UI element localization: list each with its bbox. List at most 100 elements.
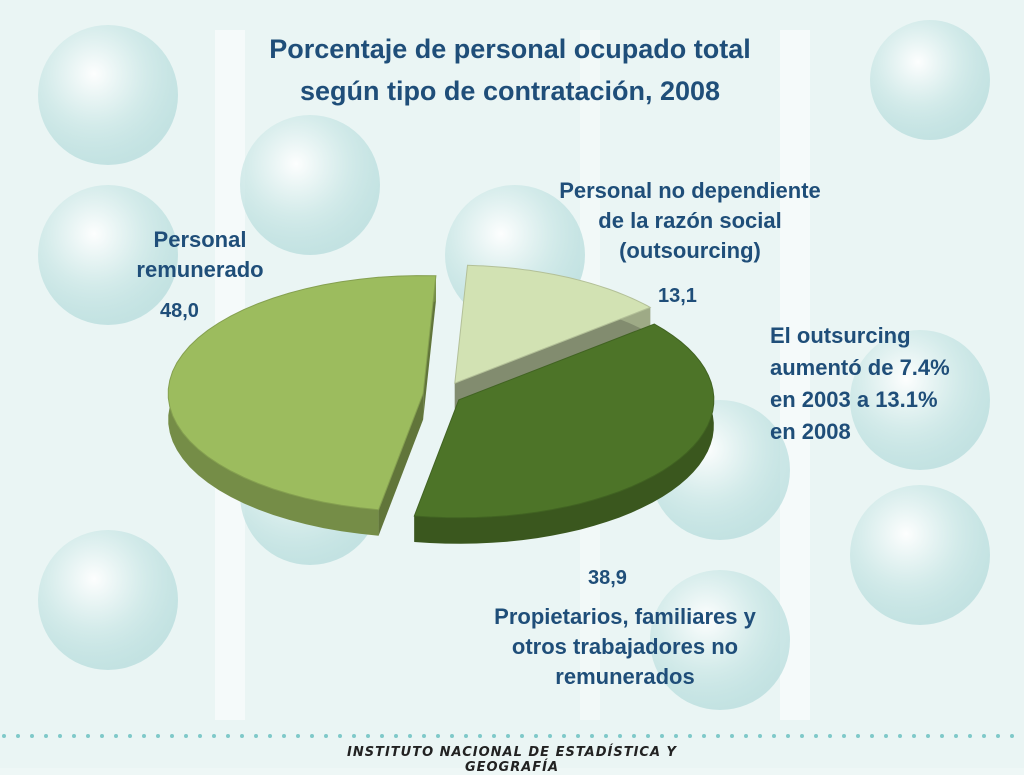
footer-dot <box>310 734 314 738</box>
footer-dot <box>786 734 790 738</box>
footer-dot <box>114 734 118 738</box>
pie-slice-propietarios-familiares-y-otros-trabajadores-no-remunerados <box>413 323 715 544</box>
footer-dot <box>86 734 90 738</box>
footer-dot <box>534 734 538 738</box>
bubble-decoration <box>850 330 990 470</box>
footer-dot <box>814 734 818 738</box>
label-line: otros trabajadores no <box>511 634 739 659</box>
footer-dot <box>380 734 384 738</box>
footer-dot <box>142 734 146 738</box>
footer-dot <box>870 734 874 738</box>
footer-dot <box>702 734 706 738</box>
footer-dot <box>450 734 454 738</box>
bubble-decoration <box>650 570 790 710</box>
footer-dot <box>912 734 916 738</box>
footer-dot <box>16 734 20 738</box>
footer-dot <box>646 734 650 738</box>
footer-institution: INSTITUTO NACIONAL DE ESTADÍSTICA Y GEOG… <box>347 745 677 775</box>
footer-dot <box>170 734 174 738</box>
title-line-1: Porcentaje de personal ocupado total <box>269 34 751 64</box>
footer-dot <box>464 734 468 738</box>
footer-dot <box>30 734 34 738</box>
footer-dot <box>128 734 132 738</box>
footer-dot <box>268 734 272 738</box>
footer-dot <box>828 734 832 738</box>
footer-dot <box>716 734 720 738</box>
label-propietarios: Propietarios, familiares y otros trabaja… <box>455 602 795 692</box>
label-personal-remunerado: Personal remunerado <box>110 225 290 285</box>
footer-dot <box>506 734 510 738</box>
footer-dot <box>758 734 762 738</box>
outsourcing-note: El outsurcing aumentó de 7.4% en 2003 a … <box>770 320 1010 448</box>
pie-slice-face <box>423 275 436 420</box>
footer-dot <box>212 734 216 738</box>
footer-dot <box>324 734 328 738</box>
footer-dot <box>548 734 552 738</box>
pie-slice-face <box>378 393 424 536</box>
pie-slice-side <box>414 324 714 544</box>
bubble-decoration <box>870 20 990 140</box>
footer-dot <box>282 734 286 738</box>
footer-dot <box>982 734 986 738</box>
pie-slice-top <box>167 275 437 511</box>
footer-dotted-line <box>2 734 1014 738</box>
note-line: aumentó de 7.4% <box>770 355 950 380</box>
footer-dot <box>926 734 930 738</box>
footer-dot <box>562 734 566 738</box>
footer-dot <box>674 734 678 738</box>
footer-dot <box>688 734 692 738</box>
footer-dot <box>800 734 804 738</box>
footer-dot <box>520 734 524 738</box>
footer-dot <box>394 734 398 738</box>
footer-dot <box>254 734 258 738</box>
footer-dot <box>1010 734 1014 738</box>
bubble-decoration <box>850 485 990 625</box>
footer-dot <box>436 734 440 738</box>
footer-dot <box>940 734 944 738</box>
label-line: Personal <box>153 227 247 252</box>
footer-dot <box>184 734 188 738</box>
footer-dot <box>296 734 300 738</box>
footer-dot <box>100 734 104 738</box>
bubble-decoration <box>38 530 178 670</box>
footer-dot <box>730 734 734 738</box>
bubble-decoration <box>240 115 380 255</box>
note-line: en 2008 <box>770 419 851 444</box>
footer-dot <box>492 734 496 738</box>
label-line: Personal no dependiente <box>559 178 821 203</box>
footer-dot <box>240 734 244 738</box>
bubble-decoration <box>38 185 178 325</box>
footer-dot <box>632 734 636 738</box>
value-personal-remunerado: 48,0 <box>160 300 199 322</box>
footer-dot <box>604 734 608 738</box>
pie-slice-personal-remunerado <box>167 275 437 536</box>
label-line: de la razón social <box>598 208 782 233</box>
note-line: El outsurcing <box>770 323 911 348</box>
bubble-decoration <box>38 25 178 165</box>
footer-dot <box>842 734 846 738</box>
footer-dot <box>156 734 160 738</box>
label-line: remunerado <box>136 257 264 282</box>
footer-dot <box>996 734 1000 738</box>
footer-dot <box>772 734 776 738</box>
footer-dot <box>968 734 972 738</box>
footer-dot <box>352 734 356 738</box>
footer-dot <box>44 734 48 738</box>
footer-dot <box>898 734 902 738</box>
footer-dot <box>366 734 370 738</box>
footer-dot <box>744 734 748 738</box>
footer-dot <box>198 734 202 738</box>
footer-dot <box>72 734 76 738</box>
footer-dot <box>408 734 412 738</box>
footer-dot <box>884 734 888 738</box>
value-outsourcing: 13,1 <box>658 285 697 307</box>
label-line: remunerados <box>555 664 695 689</box>
value-propietarios: 38,9 <box>588 567 627 589</box>
footer-dot <box>422 734 426 738</box>
footer-dot <box>618 734 622 738</box>
note-line: en 2003 a 13.1% <box>770 387 938 412</box>
footer-dot <box>226 734 230 738</box>
chart-title: Porcentaje de personal ocupado total seg… <box>170 28 850 112</box>
